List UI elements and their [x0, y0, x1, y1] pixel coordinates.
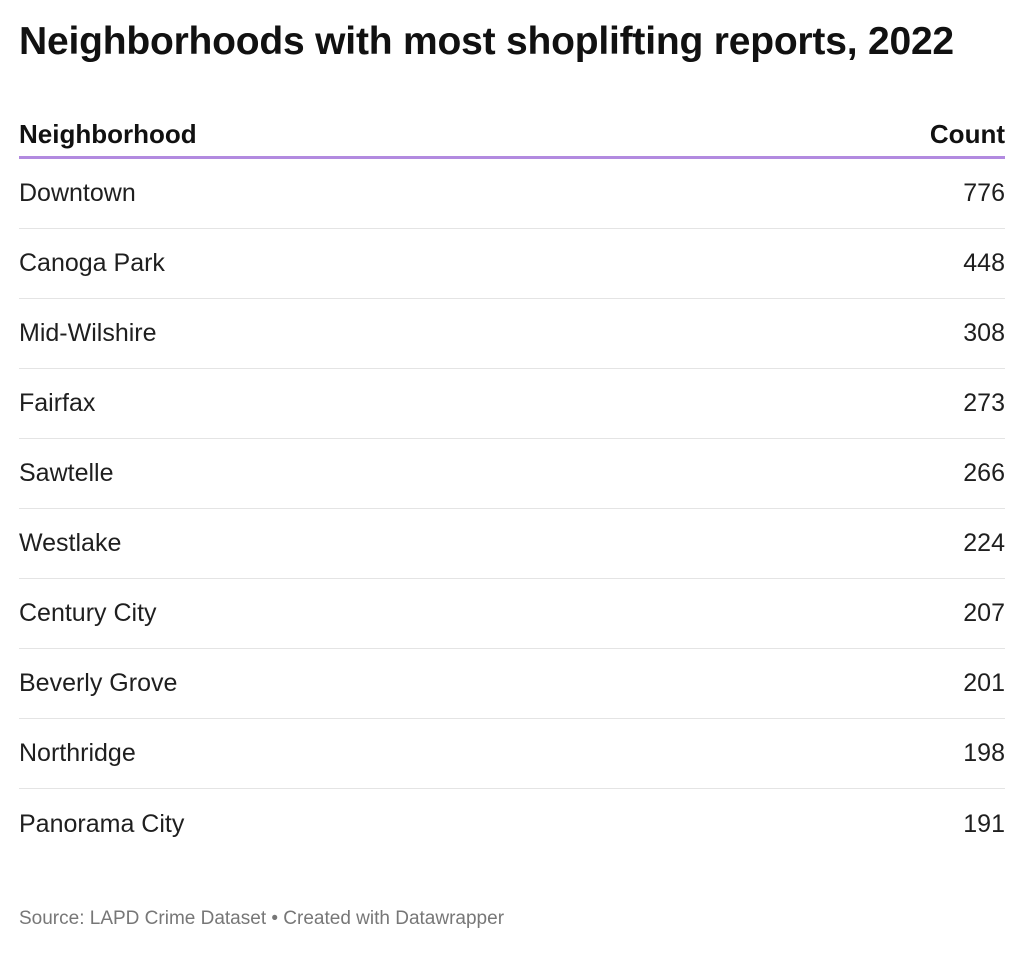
cell-neighborhood: Century City: [19, 599, 157, 627]
table-row: Century City 207: [19, 579, 1005, 649]
cell-neighborhood: Northridge: [19, 739, 136, 767]
table-row: Mid-Wilshire 308: [19, 299, 1005, 369]
table-body: Downtown 776 Canoga Park 448 Mid-Wilshire 308…: [19, 159, 1005, 859]
table-row: Northridge 198: [19, 719, 1005, 789]
source-note: Source: LAPD Crime Dataset • Created wit…: [19, 908, 505, 929]
table-row: Fairfax 273: [19, 369, 1005, 439]
cell-neighborhood: Beverly Grove: [19, 669, 178, 697]
cell-count: 224: [963, 529, 1005, 557]
table-header: Neighborhood Count: [19, 112, 1005, 159]
table-row: Beverly Grove 201: [19, 649, 1005, 719]
cell-count: 198: [963, 739, 1005, 767]
cell-neighborhood: Downtown: [19, 179, 136, 207]
cell-count: 207: [963, 599, 1005, 627]
table-row: Panorama City 191: [19, 789, 1005, 859]
column-header-count[interactable]: Count: [929, 118, 1005, 149]
cell-neighborhood: Sawtelle: [19, 459, 114, 487]
cell-neighborhood: Panorama City: [19, 809, 185, 838]
cell-neighborhood: Fairfax: [19, 389, 96, 417]
table-row: Canoga Park 448: [19, 229, 1005, 299]
cell-count: 201: [963, 669, 1005, 697]
table-row: Westlake 224: [19, 509, 1005, 579]
cell-neighborhood: Canoga Park: [19, 249, 165, 277]
chart-title: Neighborhoods with most shoplifting repo…: [19, 20, 954, 63]
column-header-neighborhood[interactable]: Neighborhood: [19, 118, 197, 149]
cell-count: 191: [963, 809, 1005, 838]
cell-count: 266: [963, 459, 1005, 487]
cell-count: 273: [963, 389, 1005, 417]
cell-count: 776: [963, 179, 1005, 207]
table-row: Sawtelle 266: [19, 439, 1005, 509]
cell-count: 308: [963, 319, 1005, 347]
cell-count: 448: [963, 249, 1005, 277]
table-row: Downtown 776: [19, 159, 1005, 229]
data-table: Neighborhood Count Downtown 776 Canoga Par…: [19, 112, 1005, 859]
cell-neighborhood: Westlake: [19, 529, 122, 557]
cell-neighborhood: Mid-Wilshire: [19, 319, 157, 347]
